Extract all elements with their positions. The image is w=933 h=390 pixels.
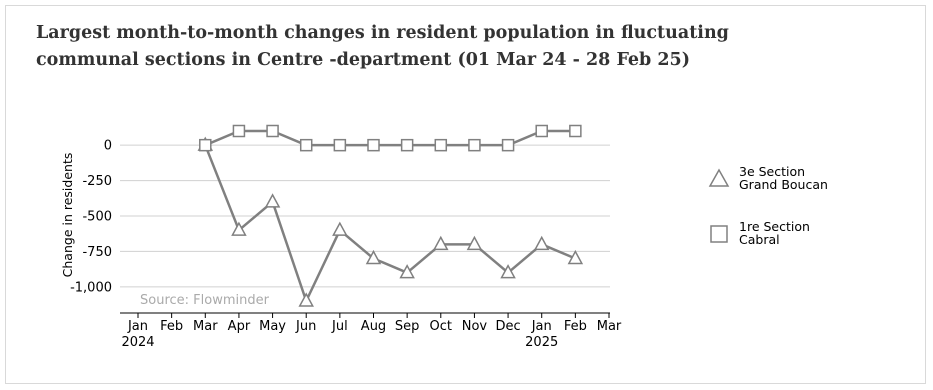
x-tick-label: Sep: [395, 319, 420, 334]
legend-label: Grand Boucan: [739, 177, 828, 192]
x-tick-label: Jun: [295, 319, 316, 334]
y-tick-label: -1,000: [70, 280, 112, 295]
x-tick-label: Jan: [531, 319, 552, 334]
square-marker: [299, 138, 313, 152]
triangle-marker: [500, 264, 516, 279]
series-line: [204, 144, 576, 303]
square-marker: [266, 124, 279, 138]
chart-title-line-1: Largest month-to-month changes in reside…: [36, 23, 729, 43]
series-layer: [197, 124, 584, 307]
x-axis: [120, 312, 610, 318]
legend-label: 1re Section: [739, 219, 810, 234]
x-tick-label: Mar: [193, 319, 218, 334]
x-year-label: 2025: [525, 335, 558, 350]
triangle-marker: [298, 292, 314, 307]
square-marker: [434, 138, 448, 152]
x-tick-label: May: [259, 319, 286, 334]
series-line: [204, 129, 576, 147]
legend-label: Cabral: [739, 232, 780, 247]
triangle-marker: [533, 235, 550, 251]
series-triangle: [197, 136, 584, 307]
square-marker: [400, 138, 414, 152]
chart-title: Largest month-to-month changes in reside…: [36, 20, 736, 74]
x-tick-label: Jan: [127, 319, 148, 334]
triangle-marker: [365, 249, 382, 265]
triangle-marker: [567, 249, 584, 265]
y-tick-label: -500: [82, 210, 112, 225]
square-marker: [468, 138, 481, 152]
y-tick-label: -250: [82, 174, 112, 189]
y-tick-label: 0: [104, 139, 112, 154]
x-tick-label: Jul: [331, 319, 348, 334]
triangle-marker: [433, 235, 449, 251]
x-axis-tick-labels: Jan Feb Mar Apr May Jun Jul Aug Sep Oct Nov Dec Jan F…: [121, 319, 621, 350]
square-marker: [569, 124, 582, 138]
square-marker: [501, 138, 515, 152]
square-marker: [232, 124, 246, 138]
x-tick-label: Aug: [361, 319, 386, 334]
square-marker: [199, 138, 212, 152]
series-square: [199, 124, 582, 152]
x-tick-label: Mar: [597, 319, 622, 334]
triangle-marker: [466, 235, 483, 251]
x-tick-label: Feb: [564, 319, 587, 334]
y-axis-tick-labels: 0 -250 -500 -750 -1,000: [70, 139, 112, 296]
triangle-marker: [332, 221, 348, 236]
square-marker: [535, 124, 548, 138]
legend-triangle-marker: [708, 168, 730, 187]
triangle-marker: [399, 264, 415, 279]
x-year-label: 2024: [121, 335, 154, 350]
x-tick-label: Feb: [160, 319, 183, 334]
x-tick-label: Oct: [430, 319, 452, 334]
x-tick-label: Apr: [228, 319, 251, 334]
chart-card: [5, 5, 926, 384]
chart-title-line-2: communal sections in Centre -department …: [36, 50, 691, 70]
triangle-marker: [231, 221, 247, 236]
square-marker: [333, 138, 347, 152]
x-tick-label: Nov: [462, 319, 488, 334]
gridlines: [120, 144, 610, 288]
legend-square-marker: [710, 225, 728, 243]
x-tick-label: Dec: [495, 319, 520, 334]
triangle-marker: [264, 193, 281, 208]
legend-label: 3e Section: [739, 164, 805, 179]
square-marker: [367, 138, 380, 152]
y-axis-title: Change in residents: [60, 153, 75, 278]
y-tick-label: -750: [82, 245, 112, 260]
source-note: Source: Flowminder: [140, 293, 270, 308]
